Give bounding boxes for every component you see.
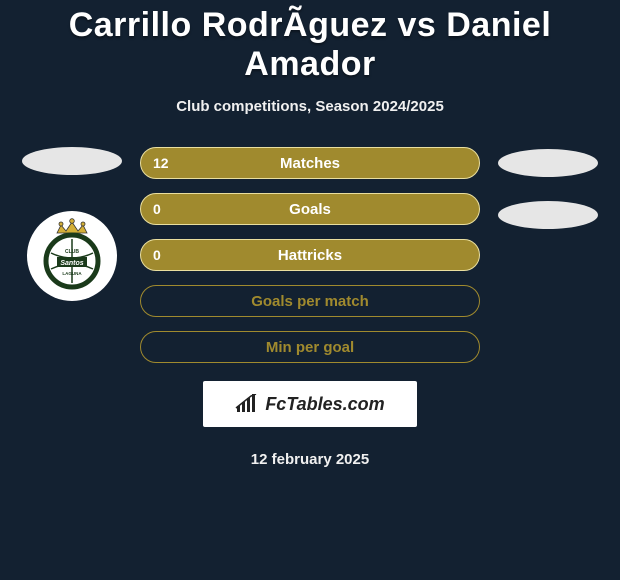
comparison-infographic: Carrillo RodrÃ­guez vs Daniel Amador Clu… <box>0 0 620 580</box>
player-oval-left <box>22 147 122 175</box>
stat-bar-hattricks: 0 Hattricks <box>140 239 480 271</box>
left-column: CLUB Santos LAGUNA <box>22 147 122 301</box>
player-oval-right-1 <box>498 149 598 177</box>
right-column <box>498 149 598 229</box>
club-badge-left: CLUB Santos LAGUNA <box>27 211 117 301</box>
player-oval-right-2 <box>498 201 598 229</box>
stat-bars: 12 Matches 0 Goals 0 Hattricks Goals per… <box>140 147 480 363</box>
date-label: 12 february 2025 <box>0 451 620 468</box>
stat-bar-goals-per-match: Goals per match <box>140 285 480 317</box>
stat-value-left: 12 <box>153 155 169 171</box>
stats-area: CLUB Santos LAGUNA 12 Matches 0 Goals 0 … <box>0 147 620 363</box>
svg-text:Santos: Santos <box>60 260 83 267</box>
stat-bar-goals: 0 Goals <box>140 193 480 225</box>
svg-text:CLUB: CLUB <box>65 249 79 255</box>
stat-label: Matches <box>280 155 340 172</box>
brand-badge: FcTables.com <box>203 381 417 427</box>
stat-value-left: 0 <box>153 247 161 263</box>
stat-label: Min per goal <box>266 339 354 356</box>
subtitle: Club competitions, Season 2024/2025 <box>0 98 620 115</box>
stat-label: Goals per match <box>251 293 369 310</box>
stat-label: Goals <box>289 201 331 218</box>
bar-chart-icon <box>235 394 259 414</box>
svg-text:LAGUNA: LAGUNA <box>62 271 82 276</box>
stat-value-left: 0 <box>153 201 161 217</box>
santos-laguna-icon: CLUB Santos LAGUNA <box>33 217 111 295</box>
stat-bar-min-per-goal: Min per goal <box>140 331 480 363</box>
brand-text: FcTables.com <box>265 394 384 415</box>
stat-bar-matches: 12 Matches <box>140 147 480 179</box>
stat-label: Hattricks <box>278 247 342 264</box>
page-title: Carrillo RodrÃ­guez vs Daniel Amador <box>0 0 620 84</box>
